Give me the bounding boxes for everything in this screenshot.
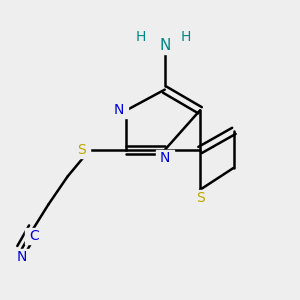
Bar — [73, 142, 90, 158]
Text: H: H — [180, 30, 190, 44]
Text: N: N — [160, 151, 170, 165]
Text: N: N — [159, 38, 170, 53]
Text: S: S — [196, 191, 204, 205]
Bar — [110, 102, 128, 118]
Bar — [13, 249, 31, 265]
Bar — [155, 38, 174, 54]
Text: H: H — [136, 30, 146, 44]
Bar — [156, 150, 174, 166]
Text: S: S — [77, 143, 86, 157]
Text: N: N — [17, 250, 27, 264]
Text: N: N — [114, 103, 124, 117]
Text: C: C — [29, 229, 39, 243]
Bar — [25, 228, 43, 244]
Bar — [191, 190, 209, 206]
